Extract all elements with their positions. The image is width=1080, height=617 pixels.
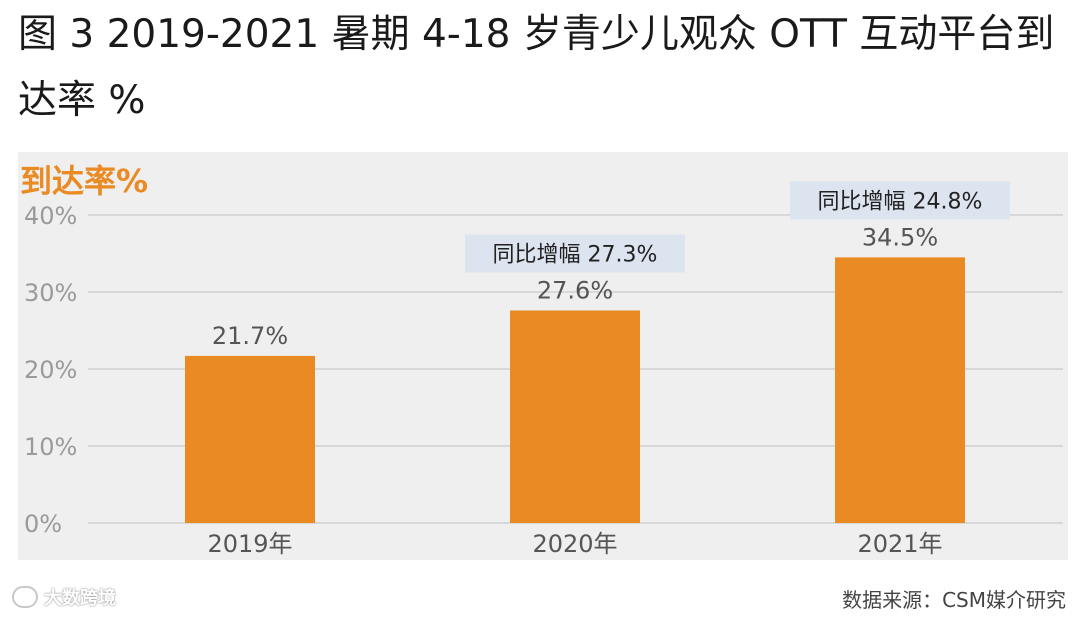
watermark: 大数跨境: [12, 584, 116, 610]
data-label: 34.5%: [862, 223, 938, 251]
watermark-text: 大数跨境: [44, 588, 116, 609]
bar-chart: 0% 10% 20% 30% 40% 21.7% 2019年 27.6% 2020年 34.5% 2…: [24, 181, 1063, 558]
y-tick-label: 30%: [24, 279, 77, 307]
x-tick-label: 2021年: [857, 530, 942, 558]
data-label: 21.7%: [212, 322, 288, 350]
source-note: 数据来源：CSM媒介研究: [842, 588, 1066, 612]
bar: [510, 310, 640, 523]
y-axis-label: 到达率%: [20, 162, 149, 200]
y-tick-label: 0%: [24, 510, 62, 538]
y-tick-label: 20%: [24, 356, 77, 384]
chart-panel: 到达率% 0% 10% 20% 30% 40% 21.7% 2019年 27.6% 2020年 3…: [18, 152, 1068, 560]
y-tick-label: 40%: [24, 202, 77, 230]
bar: [185, 355, 315, 523]
bar: [835, 257, 965, 523]
chart-title: 图 3 2019-2021 暑期 4-18 岁青少儿观众 OTT 互动平台到达率…: [18, 12, 1055, 123]
y-tick-label: 10%: [24, 433, 77, 461]
data-label: 27.6%: [537, 276, 613, 304]
annotation-label: 同比增幅 27.3%: [493, 242, 658, 267]
annotation-label: 同比增幅 24.8%: [818, 189, 983, 214]
annotation-box: [465, 234, 685, 273]
annotation-box: [790, 181, 1010, 220]
x-tick-label: 2020年: [532, 530, 617, 558]
x-tick-label: 2019年: [207, 530, 292, 558]
brand-logo-icon: [12, 586, 38, 608]
